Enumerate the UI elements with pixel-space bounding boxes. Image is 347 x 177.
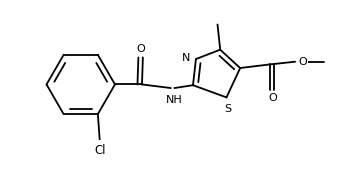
Text: N: N (182, 53, 191, 63)
Text: Cl: Cl (94, 144, 105, 157)
Text: O: O (137, 44, 145, 54)
Text: S: S (225, 104, 232, 114)
Text: O: O (268, 93, 277, 103)
Text: NH: NH (166, 95, 183, 105)
Text: O: O (299, 57, 307, 67)
